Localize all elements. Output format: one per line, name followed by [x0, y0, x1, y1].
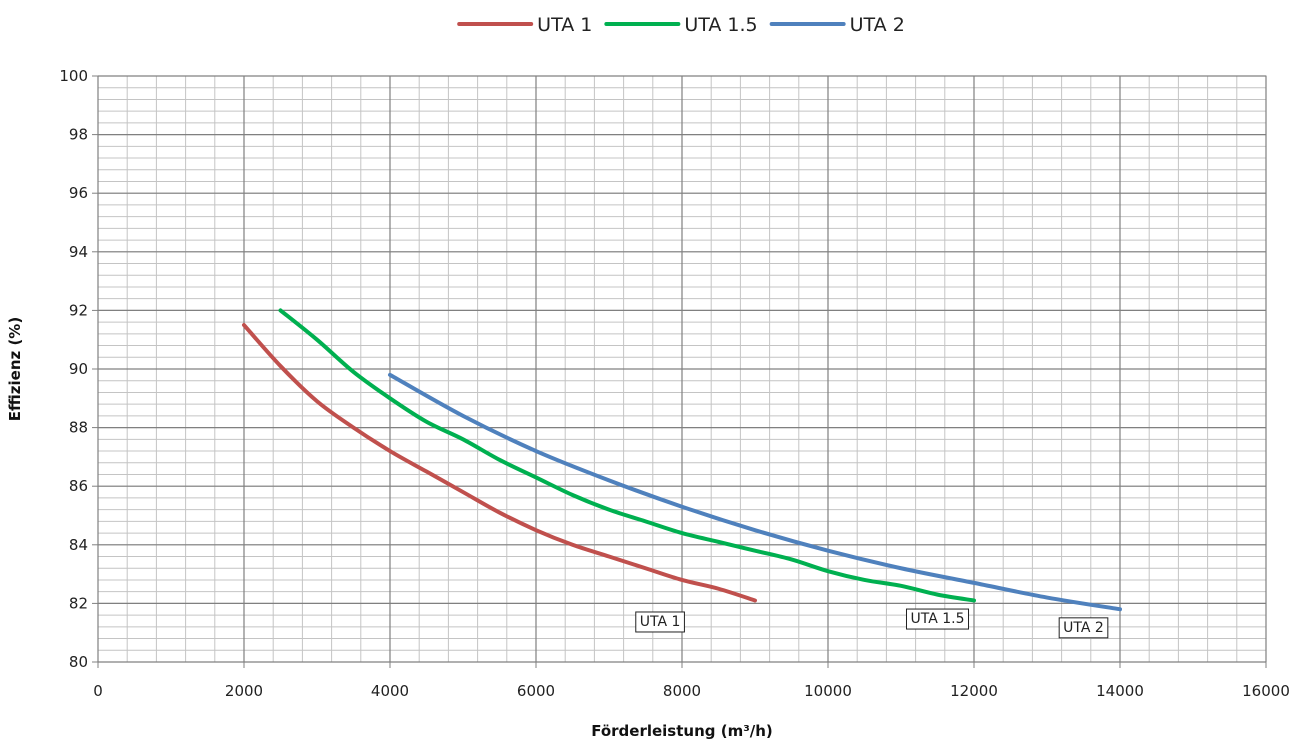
- legend-item-2: UTA 1.5: [604, 14, 758, 36]
- x-tick-label: 16000: [1242, 682, 1290, 700]
- y-tick-label: 80: [69, 653, 88, 671]
- y-tick-label: 96: [69, 184, 88, 202]
- x-axis-title: Förderleistung (m³/h): [591, 722, 773, 740]
- x-tick-label: 4000: [371, 682, 409, 700]
- legend: UTA 1 UTA 1.5 UTA 2: [457, 14, 905, 36]
- annotation-box: [905, 608, 970, 630]
- y-axis-title: Effizienz (%): [6, 317, 24, 421]
- annotation-box: [635, 611, 685, 633]
- y-tick-label: 92: [69, 301, 88, 319]
- y-axis-ticks: 80 82 84 86 88 90 92 94 96 98 100: [59, 67, 98, 671]
- annotation-label-3: UTA 2: [1058, 617, 1109, 639]
- y-tick-label: 82: [69, 594, 88, 612]
- x-tick-label: 2000: [225, 682, 263, 700]
- x-tick-label: 0: [93, 682, 103, 700]
- x-tick-label: 12000: [950, 682, 998, 700]
- series-lines: [242, 308, 1122, 612]
- annotation-text: UTA 1: [640, 614, 681, 630]
- annotation-text: UTA 1.5: [910, 611, 964, 627]
- x-tick-label: 6000: [517, 682, 555, 700]
- legend-label: UTA 1: [537, 14, 592, 36]
- x-tick-label: 14000: [1096, 682, 1144, 700]
- y-tick-label: 100: [59, 67, 88, 85]
- annotation-text: UTA 2: [1063, 620, 1104, 636]
- annotation-box: [1058, 617, 1109, 639]
- annotations: UTA 1 UTA 1.5 UTA 2: [635, 608, 1109, 639]
- annotation-label-1: UTA 1: [635, 611, 685, 633]
- y-tick-label: 86: [69, 477, 88, 495]
- legend-label: UTA 1.5: [684, 14, 757, 36]
- annotation-label-2: UTA 1.5: [905, 608, 970, 630]
- series-line-3: [388, 372, 1122, 612]
- y-tick-label: 90: [69, 360, 88, 378]
- legend-item-1: UTA 1: [457, 14, 592, 36]
- y-tick-label: 88: [69, 419, 88, 437]
- legend-item-3: UTA 2: [769, 14, 905, 36]
- y-tick-label: 98: [69, 126, 88, 144]
- x-tick-label: 8000: [663, 682, 701, 700]
- series-line-2: [278, 308, 976, 603]
- series-line-1: [242, 323, 757, 603]
- y-tick-label: 94: [69, 243, 88, 261]
- y-tick-label: 84: [69, 536, 88, 554]
- legend-label: UTA 2: [850, 14, 905, 36]
- x-tick-label: 10000: [804, 682, 852, 700]
- x-axis-ticks: 0 2000 4000 6000 8000 10000 12000 14000 16000: [93, 662, 1290, 700]
